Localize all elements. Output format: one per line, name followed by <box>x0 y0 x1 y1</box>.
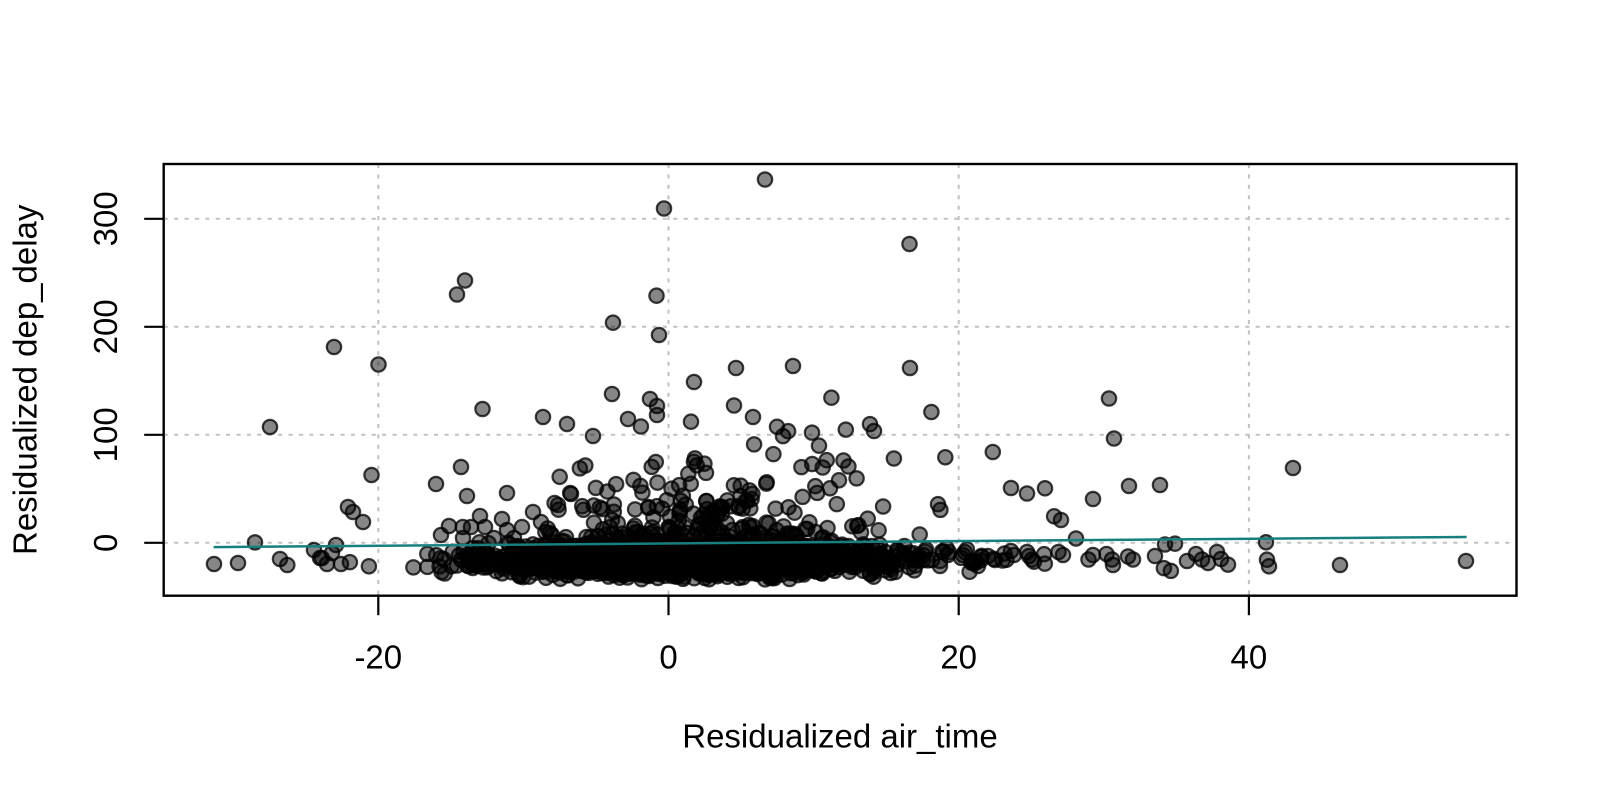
svg-text:200: 200 <box>87 299 124 354</box>
svg-text:-20: -20 <box>354 639 402 676</box>
svg-text:40: 40 <box>1231 639 1268 676</box>
svg-text:100: 100 <box>87 407 124 462</box>
svg-text:20: 20 <box>940 639 977 676</box>
svg-text:Residualized dep_delay: Residualized dep_delay <box>7 204 44 555</box>
svg-text:0: 0 <box>659 639 677 676</box>
svg-text:300: 300 <box>87 191 124 246</box>
svg-text:0: 0 <box>87 534 124 552</box>
svg-text:Residualized air_time: Residualized air_time <box>682 718 997 755</box>
